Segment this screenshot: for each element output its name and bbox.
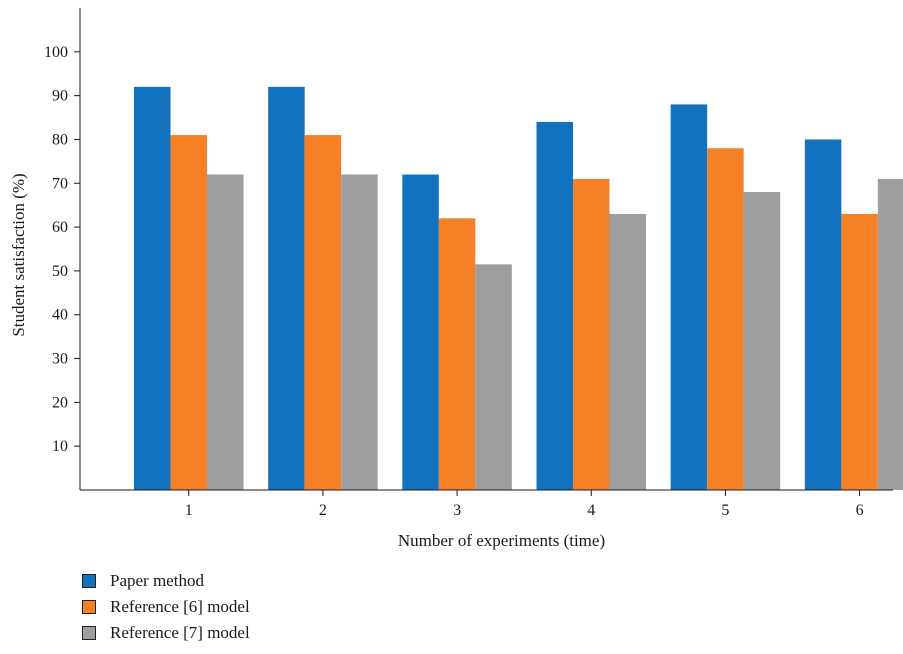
- y-tick-label: 40: [52, 307, 68, 324]
- bar-series-2-cat-4: [573, 178, 610, 490]
- bar-series-3-cat-1: [207, 174, 244, 490]
- y-axis-title: Student satisfaction (%): [9, 173, 28, 336]
- y-tick-label: 30: [52, 351, 68, 368]
- x-tick-label: 4: [587, 502, 595, 519]
- bar-series-3-cat-5: [743, 192, 781, 490]
- y-tick-label: 10: [52, 438, 68, 455]
- legend: Paper method Reference [6] model Reference…: [82, 568, 250, 646]
- y-tick-label: 90: [52, 88, 68, 105]
- legend-label: Paper method: [110, 571, 204, 590]
- x-axis-title: Number of experiments (time): [398, 531, 605, 550]
- bar-series-1-cat-5: [670, 104, 708, 491]
- x-tick-label: 1: [185, 502, 193, 519]
- y-tick-label: 70: [52, 175, 68, 192]
- y-tick-label: 60: [52, 219, 68, 236]
- bar-series-2-cat-5: [707, 148, 744, 490]
- bar-series-1-cat-4: [536, 121, 573, 490]
- y-tick-label: 100: [44, 44, 68, 61]
- bar-series-2-cat-6: [841, 213, 878, 491]
- x-tick-label: 5: [721, 502, 729, 519]
- bar-series-3-cat-2: [341, 174, 378, 490]
- bar-series-3-cat-4: [609, 213, 646, 491]
- bar-chart: 10 20 30 40 50 60 70 80 90 100 1 2 3 4 5 6 Number of e…: [9, 8, 903, 550]
- bar-series-1-cat-6: [804, 139, 842, 491]
- bars-group: [134, 86, 903, 491]
- legend-label: Reference [6] model: [110, 597, 250, 616]
- legend-swatch: [82, 626, 96, 640]
- bar-series-2-cat-1: [170, 135, 207, 490]
- bar-series-2-cat-2: [304, 135, 342, 490]
- legend-item: Paper method: [82, 568, 250, 594]
- bar-series-1-cat-1: [134, 86, 171, 490]
- legend-swatch: [82, 600, 96, 614]
- bar-series-1-cat-2: [268, 86, 305, 490]
- x-tick-label: 6: [856, 502, 864, 519]
- legend-item: Reference [6] model: [82, 594, 250, 620]
- x-tick-label: 3: [453, 502, 461, 519]
- bar-series-1-cat-3: [402, 174, 439, 490]
- bar-series-2-cat-3: [438, 218, 476, 490]
- legend-item: Reference [7] model: [82, 620, 250, 646]
- legend-swatch: [82, 574, 96, 588]
- y-tick-label: 20: [52, 394, 68, 411]
- bar-series-3-cat-3: [475, 264, 512, 490]
- x-ticks-group: 1 2 3 4 5 6: [185, 490, 864, 519]
- y-tick-label: 50: [52, 263, 68, 280]
- y-tick-label: 80: [52, 131, 68, 148]
- y-ticks-group: 10 20 30 40 50 60 70 80 90 100: [44, 44, 80, 455]
- legend-label: Reference [7] model: [110, 623, 250, 642]
- bar-series-3-cat-6: [877, 178, 903, 490]
- x-tick-label: 2: [319, 502, 327, 519]
